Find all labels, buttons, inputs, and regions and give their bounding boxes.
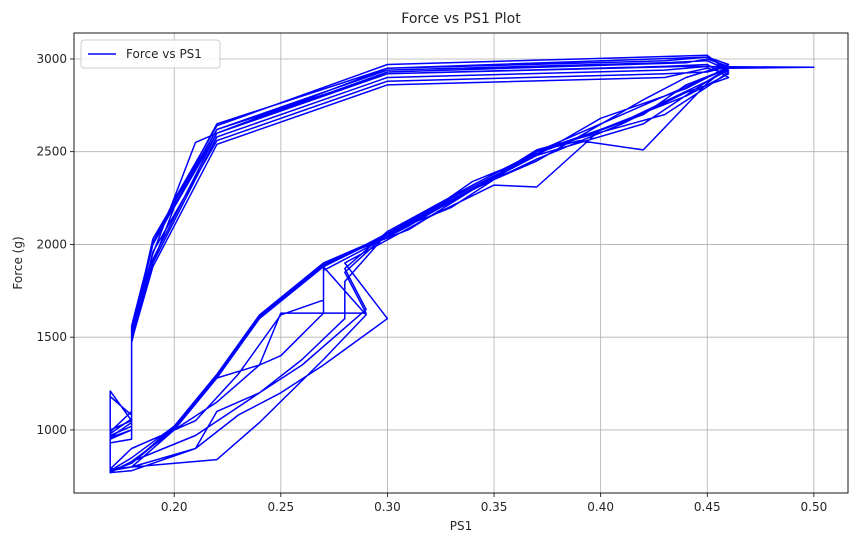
y-tick-label: 1000 (36, 423, 67, 437)
x-axis-label: PS1 (450, 519, 473, 533)
y-axis-label: Force (g) (11, 236, 25, 289)
plot-frame (73, 32, 849, 494)
plot-lines (109, 54, 815, 474)
y-axis: 1000 1500 2000 2500 3000 (36, 52, 74, 437)
legend-box (80, 39, 221, 69)
legend: Force vs PS1 (80, 39, 221, 69)
series-line-force-vs-ps1 (109, 54, 815, 474)
x-tick-label: 0.50 (801, 500, 828, 514)
x-tick-label: 0.20 (161, 500, 188, 514)
y-tick-label: 2000 (36, 237, 67, 251)
x-tick-label: 0.30 (374, 500, 401, 514)
y-tick-label: 1500 (36, 330, 67, 344)
y-tick-label: 3000 (36, 52, 67, 66)
chart-title: Force vs PS1 Plot (401, 11, 521, 27)
x-tick-label: 0.25 (267, 500, 294, 514)
legend-label: Force vs PS1 (126, 47, 202, 61)
x-tick-label: 0.40 (587, 500, 614, 514)
x-tick-label: 0.45 (694, 500, 721, 514)
x-tick-label: 0.35 (481, 500, 508, 514)
x-axis: 0.20 0.25 0.30 0.35 0.40 0.45 0.50 (161, 493, 827, 514)
y-tick-label: 2500 (36, 145, 67, 159)
